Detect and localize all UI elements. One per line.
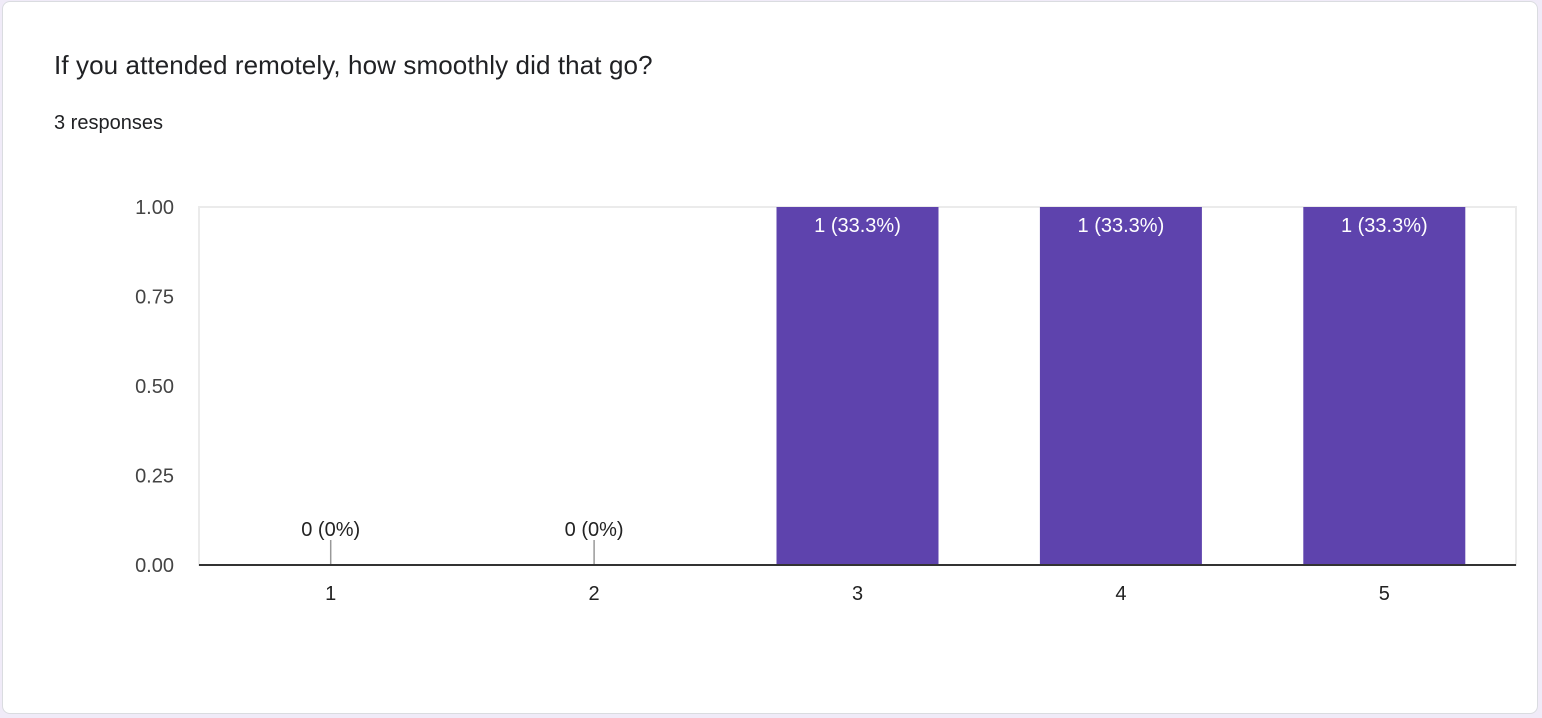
x-tick-label-1: 1	[325, 583, 336, 605]
response-count: 3 responses	[54, 112, 163, 134]
question-title: If you attended remotely, how smoothly d…	[54, 50, 653, 80]
x-tick-label-2: 2	[589, 583, 600, 605]
y-tick-label: 1.00	[135, 197, 174, 219]
y-tick-label: 0.00	[135, 555, 174, 577]
data-label-5: 1 (33.3%)	[1341, 215, 1428, 237]
data-label-2: 0 (0%)	[565, 519, 624, 541]
x-tick-label-4: 4	[1115, 583, 1126, 605]
y-tick-label: 0.50	[135, 376, 174, 398]
y-tick-label: 0.25	[135, 466, 174, 488]
x-tick-label-3: 3	[852, 583, 863, 605]
y-tick-label: 0.75	[135, 287, 174, 309]
bar-4	[1039, 207, 1202, 565]
bar-5	[1303, 207, 1466, 565]
x-tick-label-5: 5	[1379, 583, 1390, 605]
data-label-4: 1 (33.3%)	[1078, 215, 1165, 237]
data-label-3: 1 (33.3%)	[814, 215, 901, 237]
data-label-1: 0 (0%)	[301, 519, 360, 541]
bar-3	[776, 207, 939, 565]
